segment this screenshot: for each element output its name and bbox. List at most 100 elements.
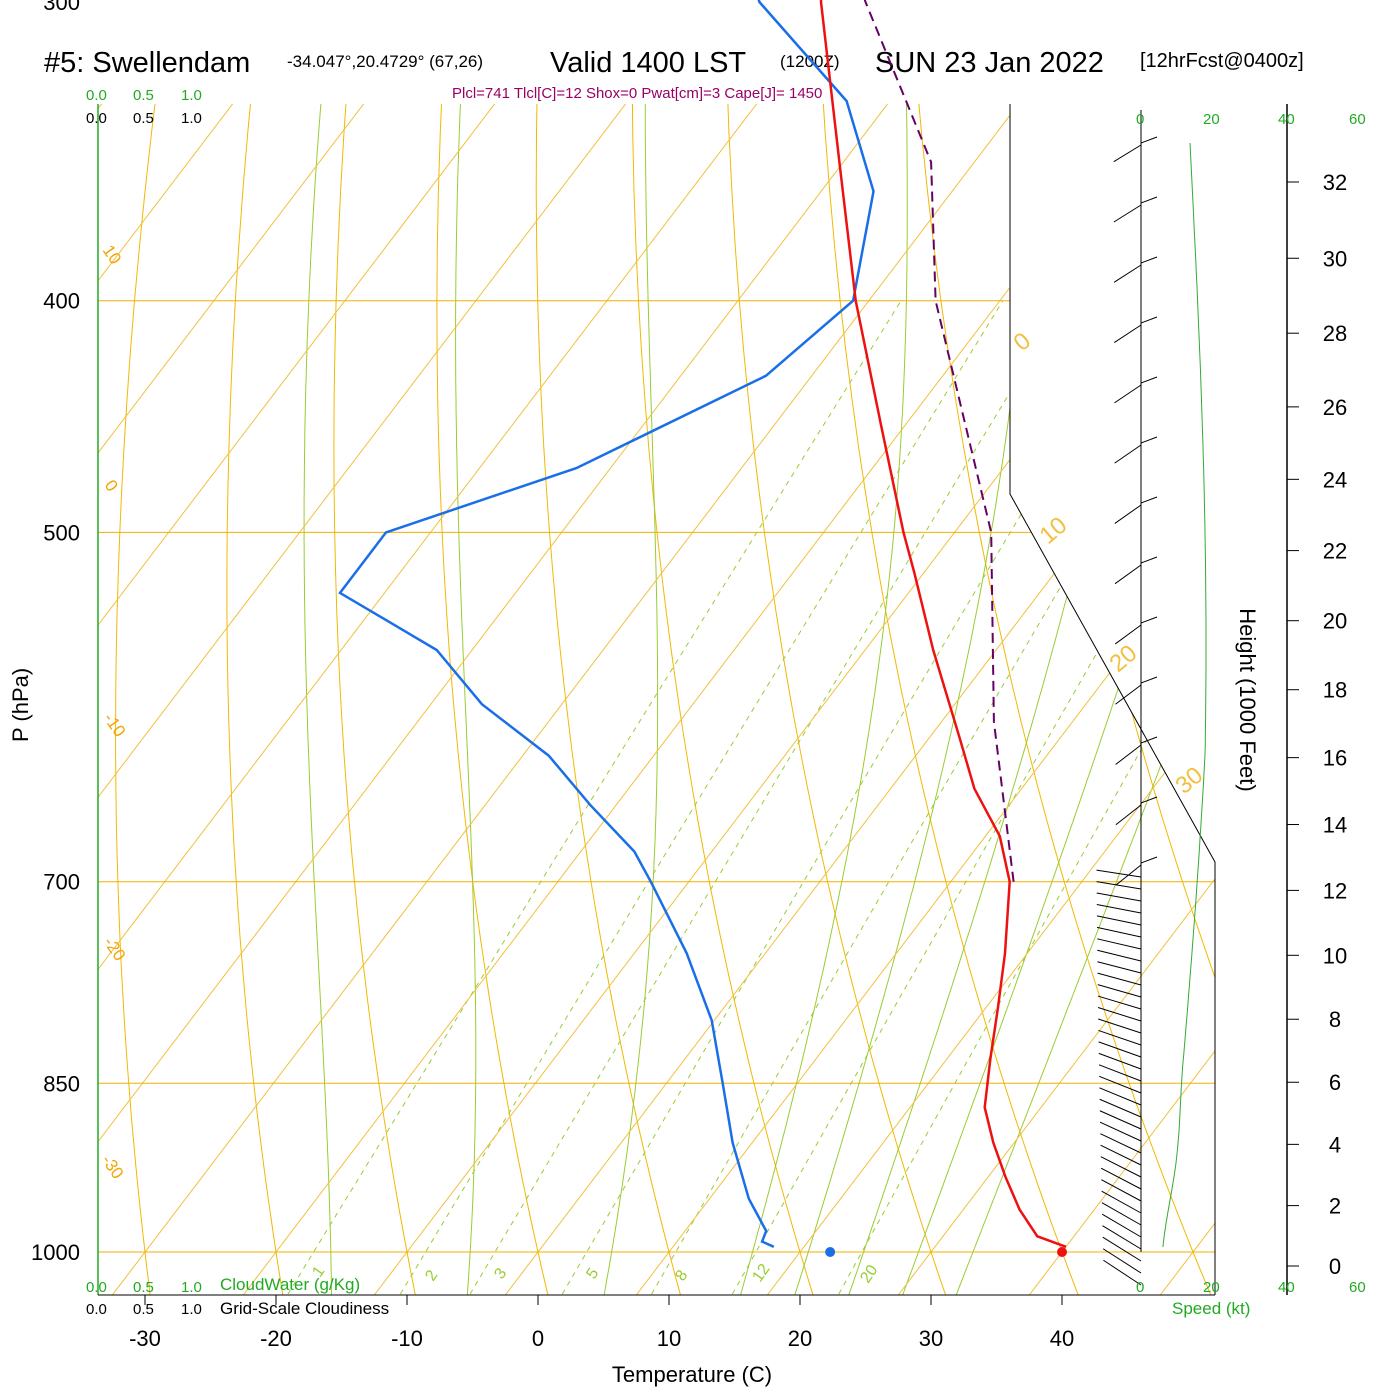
height-tick-label: 26 bbox=[1323, 395, 1347, 420]
isotherm--30 bbox=[98, 104, 1215, 1295]
moist-adiabat-0 bbox=[455, 104, 486, 1295]
wind-barb-flag bbox=[1140, 136, 1158, 144]
wind-barb-flag bbox=[1140, 856, 1158, 864]
wind-barb bbox=[1115, 744, 1142, 765]
cloud-bottom-black-1: 0.5 bbox=[133, 1301, 154, 1318]
isotherm--50 bbox=[98, 104, 1011, 1295]
cloud-bottom-green-2: 1.0 bbox=[181, 1279, 202, 1296]
isotherm-40 bbox=[986, 104, 1215, 1295]
dry-adiabats bbox=[98, 104, 1215, 1295]
height-tick-label: 16 bbox=[1323, 746, 1347, 771]
isobars bbox=[98, 300, 1215, 1253]
moist-adiabat-36 bbox=[933, 104, 1215, 1295]
wind-barb bbox=[1097, 972, 1142, 986]
isotherm--80 bbox=[98, 104, 618, 1295]
height-tick-label: 4 bbox=[1329, 1132, 1341, 1157]
wind-barb bbox=[1098, 1029, 1142, 1046]
wind-barb-flag bbox=[1140, 796, 1158, 804]
cloud-top-black-0: 0.0 bbox=[86, 110, 107, 127]
cloud-scale-bottom: 0.0 0.5 1.0 CloudWater (g/Kg) 0.0 0.5 1.… bbox=[86, 1275, 389, 1318]
isotherm-30 bbox=[855, 104, 1215, 1295]
dry-adiabat-30 bbox=[724, 104, 966, 1295]
cloud-bottom-green-1: 0.5 bbox=[133, 1279, 154, 1296]
wind-barb bbox=[1097, 1007, 1142, 1022]
dewpoint-trace bbox=[338, 0, 875, 1248]
y-axis-label: P (hPa) bbox=[8, 668, 33, 742]
wind-barb bbox=[1113, 144, 1142, 163]
dry-adiabat-50 bbox=[901, 104, 1215, 1295]
cloud-bottom-black-2: 1.0 bbox=[181, 1301, 202, 1318]
dry-adiabat-20 bbox=[631, 104, 832, 1295]
height-tick-label: 20 bbox=[1323, 609, 1347, 634]
wind-speed-profile bbox=[1162, 142, 1207, 1248]
isotherm--60 bbox=[98, 104, 880, 1295]
wind-barb bbox=[1113, 204, 1142, 223]
wind-barb bbox=[1114, 504, 1142, 524]
speed-scale: 0 20 40 60 0 20 40 60 Speed (kt) bbox=[1136, 111, 1366, 1318]
mixing-ratio-lines bbox=[282, 300, 1215, 1295]
pressure-tick-label: 500 bbox=[43, 520, 80, 545]
height-tick-label: 22 bbox=[1323, 539, 1347, 564]
isotherm-label: 0 bbox=[1009, 327, 1037, 356]
wind-barb bbox=[1102, 1236, 1142, 1262]
wind-barb bbox=[1099, 1121, 1142, 1142]
wind-barb bbox=[1099, 1098, 1142, 1118]
wind-barb bbox=[1096, 915, 1142, 926]
cloud-top-green-2: 1.0 bbox=[181, 87, 202, 104]
mixing-ratio-label: 20 bbox=[857, 1262, 881, 1286]
wind-barb bbox=[1114, 384, 1142, 404]
speed-bottom-20: 20 bbox=[1203, 1279, 1220, 1296]
wind-barb bbox=[1103, 1259, 1142, 1286]
cloud-top-black-1: 0.5 bbox=[133, 110, 154, 127]
cloud-bottom-black-0: 0.0 bbox=[86, 1301, 107, 1318]
pressure-tick-label: 700 bbox=[43, 870, 80, 895]
height-tick-label: 30 bbox=[1323, 246, 1347, 271]
cloud-bottom-green-0: 0.0 bbox=[86, 1279, 107, 1296]
wind-barb-flag bbox=[1140, 376, 1158, 384]
wind-barb bbox=[1100, 1133, 1142, 1154]
height-tick-label: 10 bbox=[1323, 943, 1347, 968]
mixing-ratio-label: 8 bbox=[672, 1267, 691, 1284]
wind-barb bbox=[1098, 1064, 1142, 1082]
dry-adiabat-label: 10 bbox=[99, 241, 125, 267]
wind-barb bbox=[1101, 1190, 1142, 1214]
valid-date: SUN 23 Jan 2022 bbox=[875, 47, 1104, 79]
speed-bottom-60: 60 bbox=[1349, 1279, 1366, 1296]
dry-adiabat--10 bbox=[333, 104, 428, 1295]
height-tick-label: 12 bbox=[1323, 878, 1347, 903]
wind-barb bbox=[1098, 1052, 1142, 1070]
isotherm-label: 20 bbox=[1105, 640, 1143, 678]
wind-barb-flag bbox=[1140, 436, 1158, 444]
dry-adiabat-40 bbox=[813, 104, 1101, 1295]
isotherm--90 bbox=[98, 104, 487, 1295]
dry-adiabat-label: -20 bbox=[100, 933, 130, 964]
temperature-tick-label: 40 bbox=[1050, 1326, 1074, 1351]
wind-barb bbox=[1114, 564, 1142, 585]
surface-dewpoint-marker bbox=[825, 1247, 836, 1257]
speed-top-0: 0 bbox=[1136, 111, 1144, 128]
cloudiness-label: Grid-Scale Cloudiness bbox=[220, 1299, 389, 1318]
wind-barb bbox=[1097, 984, 1142, 998]
wind-barb bbox=[1101, 1213, 1142, 1238]
wind-barb bbox=[1099, 1110, 1142, 1130]
mixing-ratio-2 bbox=[394, 300, 1004, 1295]
mixing-ratio-3 bbox=[464, 300, 1067, 1295]
wind-barb bbox=[1099, 1075, 1142, 1094]
station-title: #5: Swellendam bbox=[44, 47, 250, 79]
wind-barb bbox=[1114, 444, 1142, 464]
surface-temperature-marker bbox=[1057, 1247, 1067, 1257]
wind-barb bbox=[1097, 961, 1142, 974]
height-axis-label: Height (1000 Feet) bbox=[1235, 608, 1260, 791]
dry-adiabat-label: -30 bbox=[98, 1151, 128, 1182]
mixing-ratio-label: 12 bbox=[749, 1261, 773, 1285]
mixing-ratio-label: 2 bbox=[422, 1267, 441, 1284]
cloud-scale-top: 0.0 0.5 1.0 0.0 0.5 1.0 bbox=[86, 87, 202, 127]
isotherm--70 bbox=[98, 104, 749, 1295]
wind-barb-flag bbox=[1140, 556, 1158, 564]
dry-adiabat--20 bbox=[226, 104, 293, 1295]
isotherm--100 bbox=[98, 104, 356, 1295]
parcel-trace bbox=[863, 0, 1015, 882]
